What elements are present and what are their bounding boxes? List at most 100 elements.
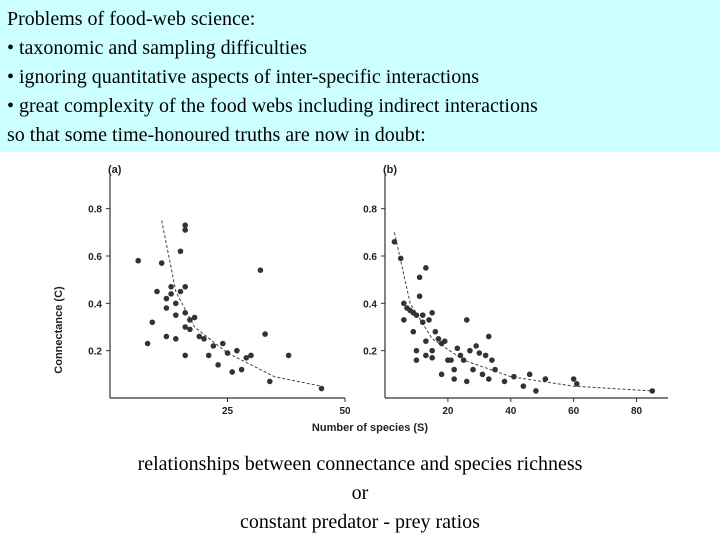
y-tick-label: 0.8 (88, 205, 102, 216)
data-point (429, 310, 435, 316)
data-point (413, 312, 420, 318)
data-point (485, 376, 492, 382)
data-point (574, 381, 580, 387)
data-point (191, 314, 198, 321)
data-point (182, 352, 188, 359)
data-point (318, 385, 325, 392)
data-point (451, 376, 457, 382)
data-point (416, 293, 423, 300)
data-point (234, 347, 240, 354)
data-point (485, 333, 492, 340)
data-point (243, 354, 250, 361)
x-tick-label: 20 (442, 406, 454, 417)
connectance-figure: Connectance (C) Number of species (S) (a… (40, 155, 680, 445)
data-point (413, 347, 420, 354)
data-point (542, 376, 549, 382)
data-point (460, 357, 467, 363)
panel-1: (b) 0.8 0.6 0.4 0.2 20 40 60 80 (363, 164, 668, 417)
data-point (413, 357, 420, 363)
data-point (570, 376, 577, 382)
data-point (482, 352, 489, 359)
data-point (196, 333, 203, 340)
data-point (182, 310, 188, 316)
panel-label: (b) (383, 164, 397, 176)
caption-line-1: relationships between connectance and sp… (137, 453, 583, 475)
x-tick-label: 25 (222, 406, 234, 417)
data-point (435, 336, 442, 342)
data-point (158, 260, 165, 266)
y-tick-label: 0.4 (88, 299, 102, 310)
data-point (135, 257, 141, 264)
data-point (154, 288, 160, 295)
data-point (182, 324, 188, 330)
data-point (182, 283, 188, 290)
y-tick-label: 0.6 (88, 252, 102, 263)
data-point (432, 328, 439, 335)
caption-line-2: or (351, 482, 369, 504)
data-point (473, 343, 479, 349)
data-point (182, 222, 188, 229)
data-point (479, 371, 486, 378)
data-point (476, 350, 483, 356)
data-point (451, 366, 457, 373)
data-point (533, 388, 539, 394)
data-point (438, 371, 445, 378)
data-point (168, 283, 174, 290)
data-point (177, 248, 184, 255)
data-point (649, 388, 656, 394)
data-point (173, 300, 179, 307)
x-tick-label: 40 (505, 406, 517, 417)
caption-line-3: constant predator - prey ratios (240, 511, 480, 533)
data-point (168, 291, 174, 297)
data-point (463, 317, 470, 323)
data-point (224, 350, 231, 356)
data-point (257, 267, 264, 273)
data-point (419, 312, 426, 318)
data-point (144, 340, 151, 347)
connectance-scatter-plots: Connectance (C) Number of species (S) (a… (53, 164, 668, 434)
data-point (210, 343, 217, 349)
data-point (423, 265, 429, 271)
data-point (429, 347, 435, 354)
data-point (492, 366, 498, 373)
data-point (163, 295, 170, 302)
data-point (410, 328, 417, 335)
data-point (511, 373, 517, 380)
banner-bullet-taxonomic: • taxonomic and sampling difficulties (7, 37, 307, 59)
data-point (401, 317, 407, 323)
panel-0: (a) 0.8 0.6 0.4 0.2 25 50 (88, 164, 351, 417)
data-point (391, 239, 398, 245)
data-point (526, 371, 533, 378)
data-point (173, 336, 179, 342)
y-axis-label: Connectance (C) (53, 286, 65, 374)
y-tick-label: 0.4 (363, 299, 377, 310)
banner-bullet-quantitative: • ignoring quantitative aspects of inter… (7, 66, 480, 88)
data-point (423, 338, 429, 344)
data-point (501, 378, 508, 385)
data-point (177, 288, 184, 295)
data-point (149, 319, 156, 326)
banner-bullet-complexity: • great complexity of the food webs incl… (7, 95, 538, 117)
data-point (262, 331, 268, 337)
data-point (163, 333, 170, 340)
data-point (205, 352, 212, 359)
data-point (416, 274, 423, 281)
data-point (448, 357, 454, 363)
data-point (441, 338, 448, 344)
data-point (467, 347, 473, 354)
banner-heading: Problems of food-web science: (7, 8, 256, 30)
banner-conclusion: so that some time-honoured truths are no… (7, 124, 426, 146)
data-point (187, 317, 193, 323)
data-point (238, 366, 245, 373)
data-point (457, 352, 464, 359)
data-point (426, 317, 432, 323)
data-point (470, 366, 476, 373)
y-tick-label: 0.8 (363, 205, 377, 216)
data-point (419, 319, 426, 326)
fit-curve (161, 220, 322, 387)
data-point (220, 340, 226, 347)
data-point (423, 352, 429, 359)
y-tick-label: 0.2 (88, 347, 102, 358)
data-point (163, 305, 170, 311)
y-tick-label: 0.6 (363, 252, 377, 263)
